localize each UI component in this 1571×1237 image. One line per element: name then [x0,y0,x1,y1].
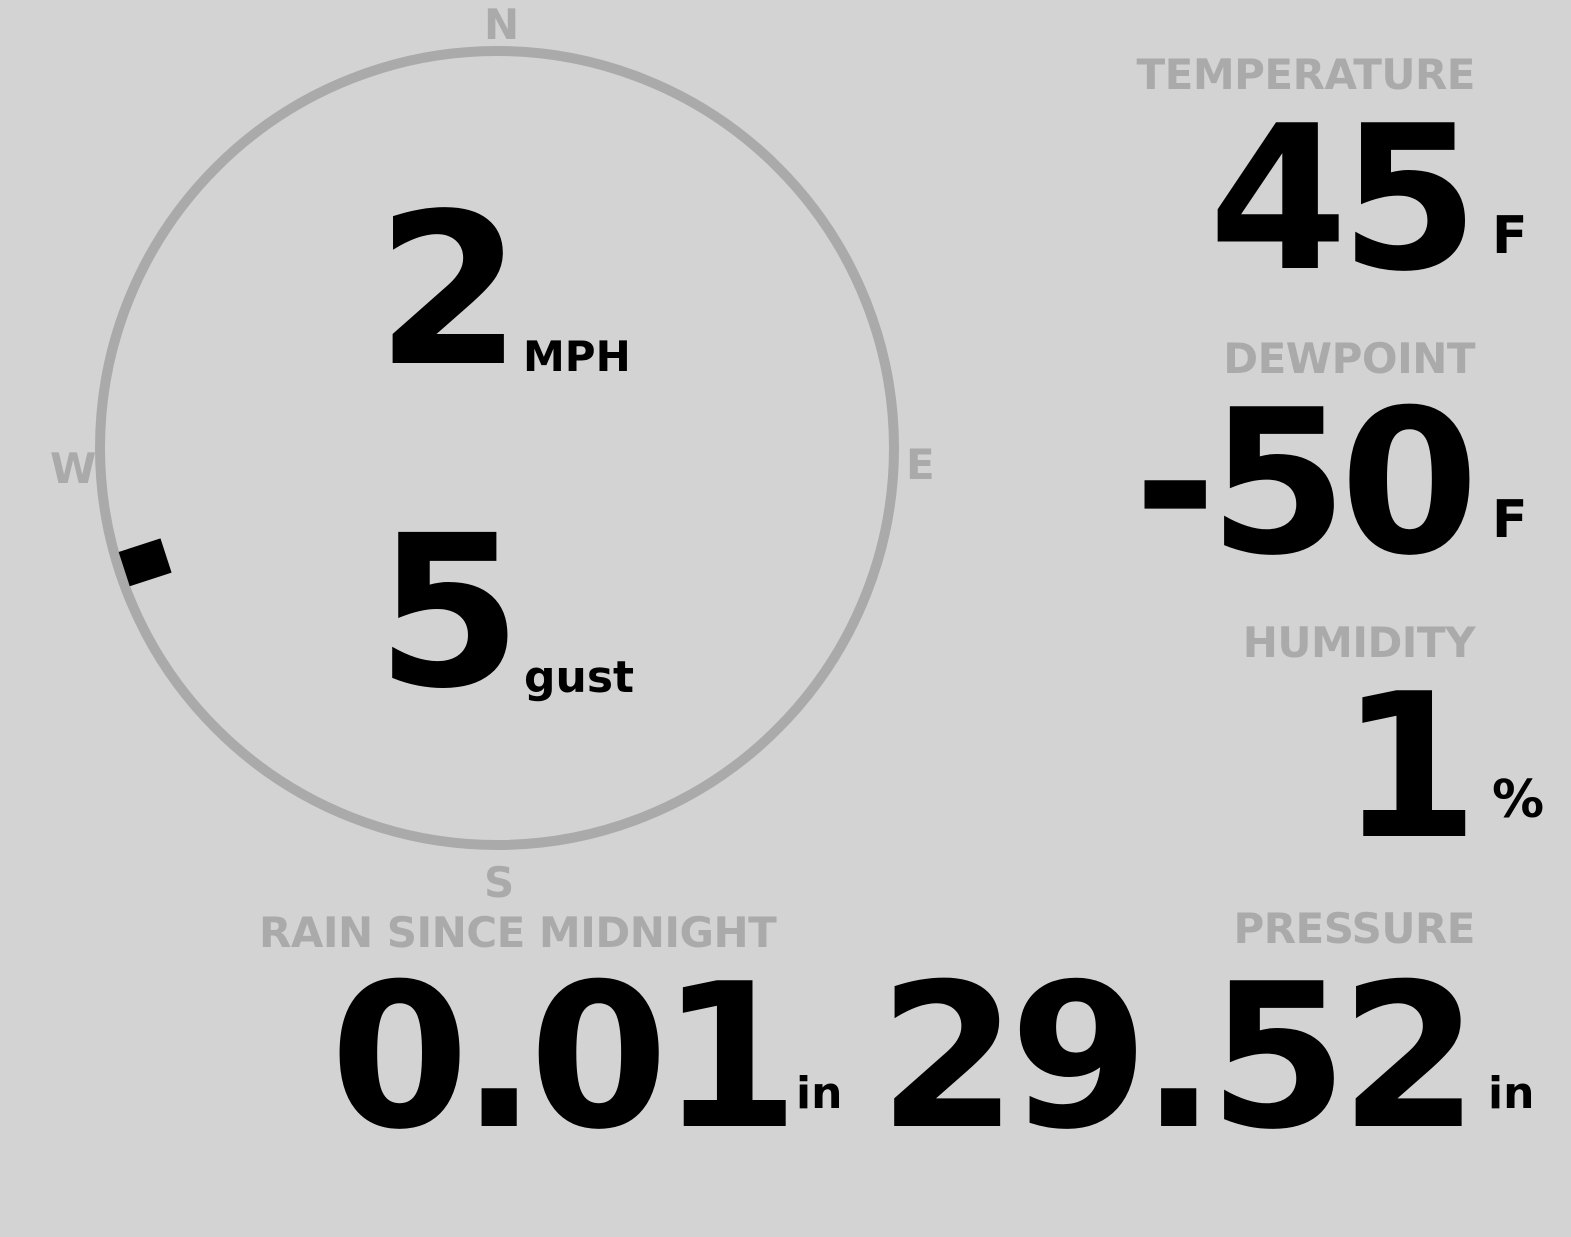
dewpoint-value: -50 [1133,367,1479,600]
temperature-value: 45 [1208,83,1479,316]
wind-compass [95,46,899,850]
compass-east-label: E [906,440,935,489]
temperature-unit: F [1492,206,1528,266]
pressure-unit: in [1488,1068,1535,1119]
humidity-unit: % [1492,770,1545,830]
dewpoint-unit: F [1492,490,1528,550]
compass-west-label: W [50,444,97,493]
wind-speed-value: 2 [376,168,522,413]
wind-gust-value: 5 [376,490,522,735]
pressure-value: 29.52 [878,941,1479,1174]
humidity-label: HUMIDITY [1242,618,1476,667]
temperature-label: TEMPERATURE [1136,50,1476,99]
compass-north-label: N [484,0,520,49]
rain-unit: in [796,1068,843,1119]
wind-speed-unit: MPH [523,332,631,381]
wind-gust-label: gust [524,652,635,703]
wind-direction-marker [118,538,172,587]
rain-value: 0.01 [330,941,799,1174]
compass-south-label: S [484,858,515,907]
pressure-label: PRESSURE [1233,904,1475,953]
dewpoint-label: DEWPOINT [1223,334,1475,383]
rain-label: RAIN SINCE MIDNIGHT [259,908,777,957]
compass-ring [95,46,899,850]
humidity-value: 1 [1339,651,1479,884]
